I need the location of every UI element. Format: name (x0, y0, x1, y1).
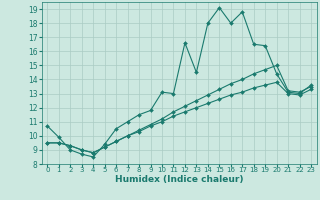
X-axis label: Humidex (Indice chaleur): Humidex (Indice chaleur) (115, 175, 244, 184)
